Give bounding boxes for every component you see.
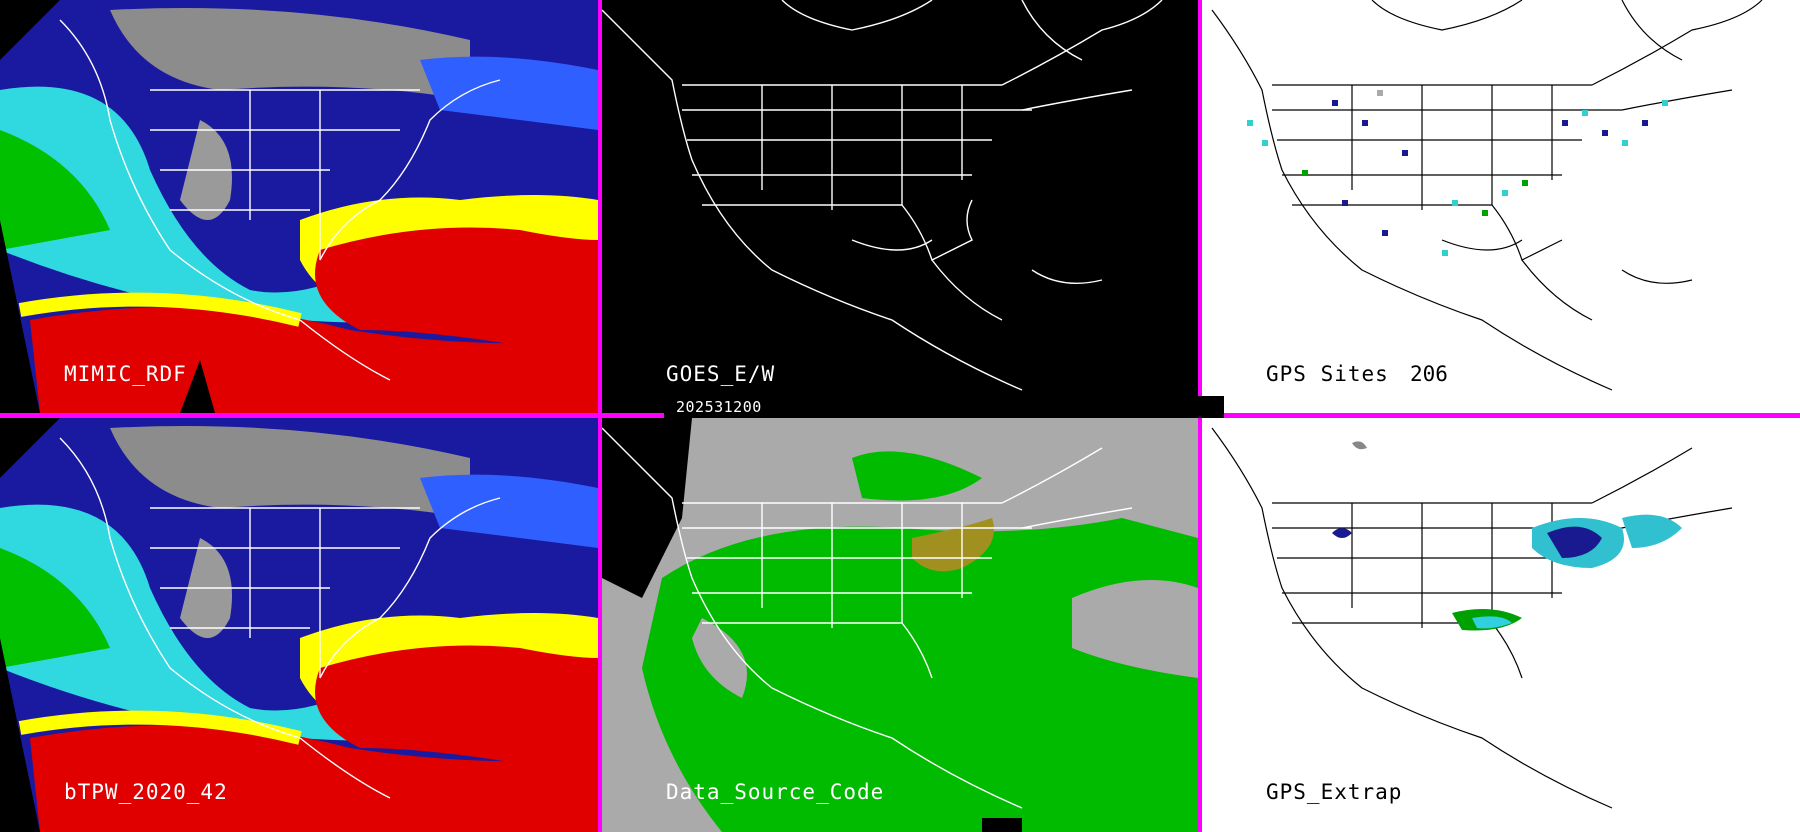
panel-gps-extrap: GPS_Extrap [1202,418,1800,832]
separator-horizontal-left [0,413,664,418]
btpw-map [0,418,598,832]
panel-gps-sites: GPS Sites 206 [1202,0,1800,413]
panel-label-data-source-code: Data_Source_Code [666,780,885,804]
panel-label-gps-sites: GPS Sites [1266,362,1389,386]
panel-goes: GOES_E/W [602,0,1198,413]
gps-sites-map [1202,0,1800,413]
data-source-map [602,418,1198,832]
tpw-map [0,0,598,413]
panel-label-mimic-rdf: MIMIC_RDF [64,362,187,386]
separator-horizontal-right [1224,413,1800,418]
panel-btpw: bTPW_2020_42 [0,418,598,832]
gps-site-markers [1247,90,1668,256]
gps-site-count: 206 [1410,362,1448,386]
goes-map [602,0,1198,413]
timestamp-label: 202531200 [676,398,762,416]
panel-label-goes: GOES_E/W [666,362,776,386]
panel-label-btpw: bTPW_2020_42 [64,780,228,804]
panel-data-source-code: Data_Source_Code [602,418,1198,832]
panel-mimic-rdf: MIMIC_RDF [0,0,598,413]
panel-label-gps-extrap: GPS_Extrap [1266,780,1403,804]
gps-extrap-map [1202,418,1800,832]
timestamp-bar: 202531200 [664,396,1224,418]
